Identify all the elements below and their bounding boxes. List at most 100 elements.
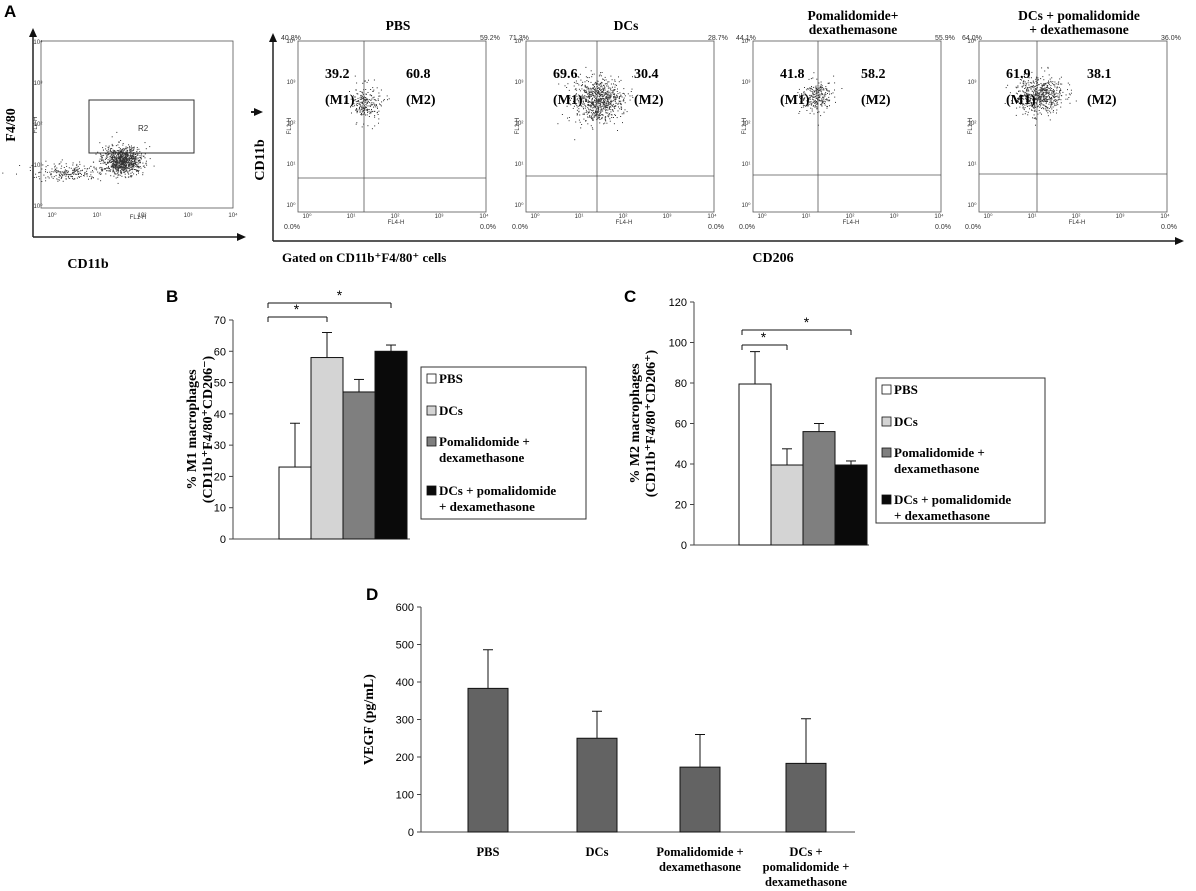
scatter-dot bbox=[1075, 100, 1077, 102]
scatter-dot bbox=[582, 98, 584, 100]
scatter-dot bbox=[374, 110, 376, 112]
scatter-dot bbox=[116, 161, 118, 163]
scatter-dot bbox=[606, 97, 608, 99]
scatter-dot bbox=[133, 147, 135, 149]
scatter-dot bbox=[591, 104, 593, 106]
scatter-dot bbox=[132, 165, 134, 167]
scatter-dot bbox=[361, 107, 363, 109]
scatter-dot bbox=[105, 148, 107, 150]
scatter-dot bbox=[372, 110, 374, 112]
scatter-dot bbox=[595, 105, 597, 107]
scatter-dot bbox=[604, 118, 606, 120]
scatter-dot bbox=[372, 90, 374, 92]
scatter-dot bbox=[1036, 84, 1038, 86]
scatter-dot bbox=[117, 167, 119, 169]
scatter-dot bbox=[599, 74, 601, 76]
scatter-dot bbox=[121, 149, 123, 151]
scatter-dot bbox=[1037, 84, 1039, 86]
scatter-dot bbox=[113, 154, 114, 156]
scatter-dot bbox=[588, 98, 590, 99]
scatter-dot bbox=[19, 165, 21, 166]
scatter-dot bbox=[613, 83, 614, 85]
scatter-dot bbox=[68, 175, 69, 177]
scatter-dot bbox=[1050, 80, 1052, 82]
scatter-dot bbox=[55, 171, 57, 173]
scatter-dot bbox=[131, 147, 133, 149]
scatter-dot bbox=[591, 114, 593, 116]
scatter-dot bbox=[577, 98, 579, 100]
scatter-dot bbox=[1047, 99, 1049, 101]
scatter-dot bbox=[596, 111, 598, 113]
scatter-dot bbox=[75, 167, 77, 169]
scatter-dot bbox=[601, 72, 603, 73]
scatter-dot bbox=[127, 172, 129, 174]
scatter-dot bbox=[825, 88, 827, 89]
scatter-dot bbox=[1035, 102, 1037, 104]
scatter-dot bbox=[826, 107, 828, 109]
scatter-dot bbox=[120, 155, 122, 157]
scatter-dot bbox=[138, 166, 140, 167]
scatter-dot bbox=[572, 107, 574, 109]
gate-x-tick: 10¹ bbox=[93, 213, 102, 219]
corner-percent-br: 0.0% bbox=[935, 224, 951, 231]
scatter-dot bbox=[140, 156, 142, 158]
scatter-dot bbox=[133, 162, 135, 164]
scatter-dot bbox=[132, 158, 133, 160]
scatter-dot bbox=[1028, 100, 1030, 102]
scatter-dot bbox=[1026, 101, 1028, 103]
scatter-dot bbox=[1025, 92, 1027, 94]
scatter-dot bbox=[597, 111, 599, 113]
scatter-dot bbox=[799, 96, 800, 98]
scatter-dot bbox=[61, 159, 63, 161]
scatter-dot bbox=[122, 157, 124, 159]
scatter-dot bbox=[1046, 107, 1048, 109]
scatter-dot bbox=[588, 104, 589, 105]
scatter-dot bbox=[1053, 89, 1054, 91]
scatter-dot bbox=[58, 173, 60, 175]
scatter-dot bbox=[126, 155, 127, 157]
scatter-dot bbox=[606, 107, 607, 108]
scatter-dot bbox=[589, 97, 591, 99]
scatter-dot bbox=[124, 157, 125, 158]
scatter-dot bbox=[610, 104, 612, 106]
scatter-dot bbox=[1053, 97, 1055, 99]
y-axis-label: (CD11b⁺F4/80⁺CD206⁺) bbox=[644, 349, 659, 497]
scatter-dot bbox=[596, 80, 598, 82]
scatter-dot bbox=[111, 157, 113, 158]
scatter-dot bbox=[585, 101, 587, 102]
scatter-dot bbox=[1040, 90, 1042, 92]
scatter-dot bbox=[66, 173, 68, 175]
scatter-dot bbox=[122, 155, 124, 157]
scatter-dot bbox=[133, 169, 135, 170]
scatter-dot bbox=[99, 167, 101, 169]
scatter-dot bbox=[116, 170, 118, 172]
scatter-dot bbox=[70, 167, 72, 169]
scatter-dot bbox=[125, 165, 127, 167]
scatter-dot bbox=[600, 81, 602, 83]
scatter-dot bbox=[1047, 112, 1049, 114]
scatter-dot bbox=[353, 100, 355, 102]
scatter-dot bbox=[92, 161, 94, 163]
scatter-dot bbox=[131, 175, 133, 177]
scatter-dot bbox=[73, 178, 75, 180]
scatter-dot bbox=[1037, 94, 1039, 96]
scatter-dot bbox=[144, 167, 146, 168]
scatter-dot bbox=[594, 96, 596, 98]
scatter-dot bbox=[603, 95, 605, 96]
legend-label-3: dexamethasone bbox=[439, 450, 524, 465]
scatter-dot bbox=[123, 167, 125, 169]
scatter-dot bbox=[1029, 108, 1030, 110]
scatter-dot bbox=[583, 112, 585, 114]
scatter-dot bbox=[620, 94, 622, 96]
scatter-dot bbox=[613, 96, 614, 98]
scatter-dot bbox=[46, 171, 48, 173]
flow-plot-title: DCs bbox=[614, 18, 639, 33]
scatter-dot bbox=[111, 153, 113, 155]
scatter-dot bbox=[623, 99, 625, 101]
scatter-dot bbox=[108, 152, 110, 154]
panel-letter-b: B bbox=[166, 287, 178, 306]
flow-y-tick: 10¹ bbox=[968, 162, 977, 168]
scatter-dot bbox=[363, 109, 365, 111]
scatter-dot bbox=[72, 162, 74, 164]
flow-y-tick: 10³ bbox=[968, 80, 977, 86]
